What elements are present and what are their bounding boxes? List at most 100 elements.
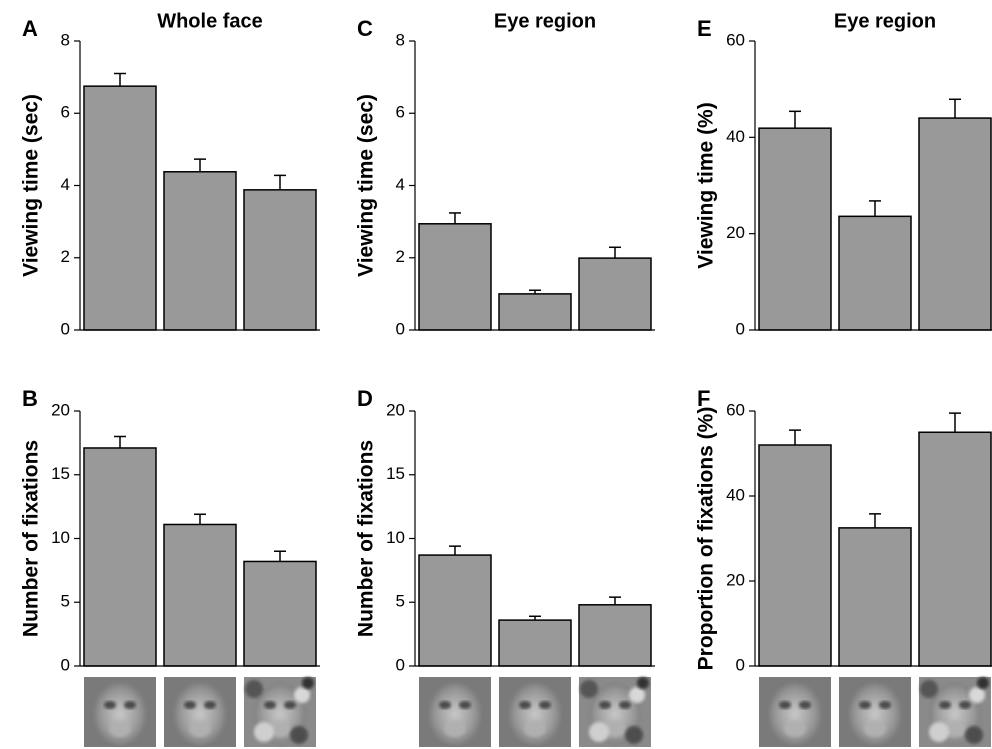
noise bbox=[580, 680, 598, 698]
panel-label: D bbox=[357, 386, 373, 411]
noise bbox=[965, 726, 983, 744]
eye bbox=[439, 701, 451, 709]
bar bbox=[579, 258, 651, 330]
noise bbox=[589, 722, 609, 742]
noise bbox=[977, 677, 989, 689]
y-tick-label: 20 bbox=[386, 400, 405, 419]
eye bbox=[859, 701, 871, 709]
noise bbox=[302, 677, 314, 689]
muzzle bbox=[189, 721, 211, 737]
y-axis-label: Proportion of fixations (%) bbox=[695, 407, 718, 671]
stimulus-image bbox=[499, 677, 571, 747]
y-tick-label: 6 bbox=[61, 103, 70, 122]
bar bbox=[419, 555, 491, 666]
y-tick-label: 10 bbox=[51, 528, 70, 547]
stimulus-image bbox=[579, 677, 651, 747]
bar bbox=[499, 294, 571, 330]
y-tick-label: 40 bbox=[726, 127, 745, 146]
muzzle bbox=[784, 721, 806, 737]
noise bbox=[245, 680, 263, 698]
y-tick-label: 60 bbox=[726, 30, 745, 49]
y-tick-label: 5 bbox=[61, 592, 70, 611]
y-tick-label: 0 bbox=[736, 655, 745, 674]
eye bbox=[184, 701, 196, 709]
noise bbox=[637, 677, 649, 689]
eye bbox=[939, 701, 951, 709]
y-tick-label: 5 bbox=[396, 592, 405, 611]
stimulus-image bbox=[419, 677, 491, 747]
bar bbox=[839, 216, 911, 330]
y-tick-label: 6 bbox=[396, 103, 405, 122]
bar bbox=[164, 524, 236, 666]
y-tick-label: 20 bbox=[726, 223, 745, 242]
bar bbox=[84, 86, 156, 330]
y-tick-label: 40 bbox=[726, 485, 745, 504]
y-tick-label: 2 bbox=[396, 247, 405, 266]
panel-label: E bbox=[697, 16, 712, 41]
y-axis-label: Viewing time (sec) bbox=[355, 94, 378, 277]
bar bbox=[759, 445, 831, 666]
figure: AWhole faceViewing time (sec)02468BNumbe… bbox=[0, 0, 992, 749]
y-tick-label: 2 bbox=[61, 247, 70, 266]
muzzle bbox=[109, 721, 131, 737]
y-tick-label: 20 bbox=[726, 570, 745, 589]
muzzle bbox=[864, 721, 886, 737]
y-tick-label: 4 bbox=[61, 175, 70, 194]
muzzle bbox=[524, 721, 546, 737]
stimulus-image bbox=[244, 677, 316, 747]
noise bbox=[629, 687, 645, 703]
eye bbox=[204, 701, 216, 709]
panel-title: Whole face bbox=[157, 10, 263, 32]
eye bbox=[959, 701, 971, 709]
bar bbox=[759, 128, 831, 330]
noise bbox=[920, 680, 938, 698]
bar bbox=[919, 432, 991, 666]
noise bbox=[969, 687, 985, 703]
bar bbox=[419, 224, 491, 330]
y-axis-label: Number of fixations bbox=[355, 440, 378, 637]
noise bbox=[929, 722, 949, 742]
bar bbox=[244, 561, 316, 666]
bar bbox=[164, 172, 236, 330]
panel-label: A bbox=[22, 16, 38, 41]
y-tick-label: 15 bbox=[386, 464, 405, 483]
noise bbox=[290, 726, 308, 744]
eye bbox=[879, 701, 891, 709]
stimulus-image bbox=[164, 677, 236, 747]
y-tick-label: 0 bbox=[736, 319, 745, 338]
y-tick-label: 20 bbox=[51, 400, 70, 419]
y-axis-label: Number of fixations bbox=[20, 440, 43, 637]
stimulus-image bbox=[839, 677, 911, 747]
eye bbox=[519, 701, 531, 709]
stimulus-image bbox=[919, 677, 991, 747]
y-tick-label: 15 bbox=[51, 464, 70, 483]
y-axis-label: Viewing time (%) bbox=[695, 102, 718, 268]
eye bbox=[599, 701, 611, 709]
bar bbox=[84, 448, 156, 666]
bar bbox=[579, 605, 651, 666]
y-tick-label: 8 bbox=[396, 30, 405, 49]
y-tick-label: 8 bbox=[61, 30, 70, 49]
eye bbox=[459, 701, 471, 709]
eye bbox=[799, 701, 811, 709]
bar bbox=[839, 528, 911, 666]
y-tick-label: 60 bbox=[726, 400, 745, 419]
stimulus-image bbox=[84, 677, 156, 747]
muzzle bbox=[444, 721, 466, 737]
panel-title: Eye region bbox=[834, 10, 936, 32]
y-tick-label: 0 bbox=[396, 655, 405, 674]
y-tick-label: 0 bbox=[396, 319, 405, 338]
noise bbox=[254, 722, 274, 742]
eye bbox=[104, 701, 116, 709]
stimulus-image bbox=[759, 677, 831, 747]
panel-label: C bbox=[357, 16, 373, 41]
eye bbox=[779, 701, 791, 709]
eye bbox=[284, 701, 296, 709]
bar bbox=[919, 118, 991, 330]
y-tick-label: 0 bbox=[61, 319, 70, 338]
bar bbox=[244, 190, 316, 330]
eye bbox=[264, 701, 276, 709]
bar bbox=[499, 620, 571, 666]
y-tick-label: 4 bbox=[396, 175, 405, 194]
y-tick-label: 0 bbox=[61, 655, 70, 674]
